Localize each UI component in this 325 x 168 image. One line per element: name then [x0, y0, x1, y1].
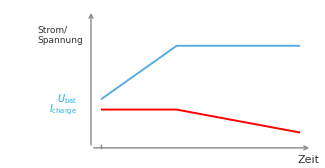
Text: $U_{\mathregular{bat}}$: $U_{\mathregular{bat}}$ — [57, 92, 77, 106]
Text: Strom/
Spannung: Strom/ Spannung — [37, 25, 83, 45]
Text: $I_{\mathregular{charge}}$: $I_{\mathregular{charge}}$ — [49, 102, 77, 117]
Text: Zeit: Zeit — [297, 156, 319, 165]
